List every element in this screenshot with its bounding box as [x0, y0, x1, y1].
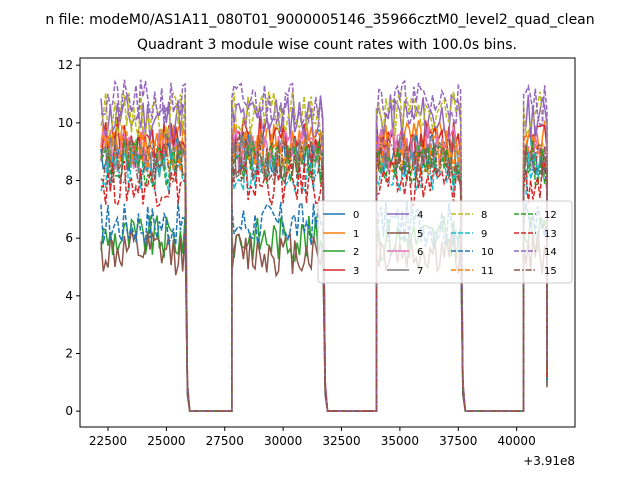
legend-label-14: 14 — [544, 247, 557, 258]
y-tick-label: 12 — [58, 58, 73, 72]
x-axis: 22500 25000 27500 30000 32500 35000 37500 40000 — [89, 427, 536, 448]
legend-label-5: 5 — [417, 229, 423, 240]
legend-label-4: 4 — [417, 210, 423, 221]
chart-title: Quadrant 3 module wise count rates with … — [137, 37, 517, 53]
x-tick-label: 32500 — [322, 434, 360, 448]
figure-suptitle: n file: modeM0/AS1A11_080T01_9000005146_… — [45, 12, 594, 28]
x-tick-label: 22500 — [89, 434, 127, 448]
x-tick-label: 30000 — [264, 434, 302, 448]
y-axis: 0 2 4 6 8 10 12 — [58, 58, 80, 418]
legend-label-8: 8 — [481, 210, 487, 221]
y-tick-label: 10 — [58, 116, 73, 130]
x-tick-label: 27500 — [206, 434, 244, 448]
x-tick-label: 37500 — [439, 434, 477, 448]
x-tick-label: 40000 — [498, 434, 536, 448]
legend-label-0: 0 — [353, 210, 359, 221]
y-tick-label: 8 — [65, 174, 73, 188]
legend-label-1: 1 — [353, 229, 359, 240]
legend-label-7: 7 — [417, 266, 423, 277]
y-tick-label: 6 — [65, 231, 73, 245]
legend-label-11: 11 — [481, 266, 494, 277]
x-tick-label: 25000 — [147, 434, 185, 448]
legend-label-10: 10 — [481, 247, 494, 258]
legend-label-6: 6 — [417, 247, 423, 258]
legend-box — [317, 200, 573, 284]
legend-label-15: 15 — [544, 266, 557, 277]
legend-label-2: 2 — [353, 247, 359, 258]
y-tick-label: 2 — [65, 346, 73, 360]
legend-label-3: 3 — [353, 266, 359, 277]
y-tick-label: 0 — [65, 404, 73, 418]
x-tick-label: 35000 — [381, 434, 419, 448]
y-tick-label: 4 — [65, 289, 73, 303]
series-layer — [100, 79, 548, 412]
legend-label-13: 13 — [544, 229, 557, 240]
x-offset-label: +3.91e8 — [523, 454, 575, 468]
plot-frame — [79, 57, 576, 428]
legend-label-9: 9 — [481, 229, 487, 240]
legend-label-12: 12 — [544, 210, 557, 221]
